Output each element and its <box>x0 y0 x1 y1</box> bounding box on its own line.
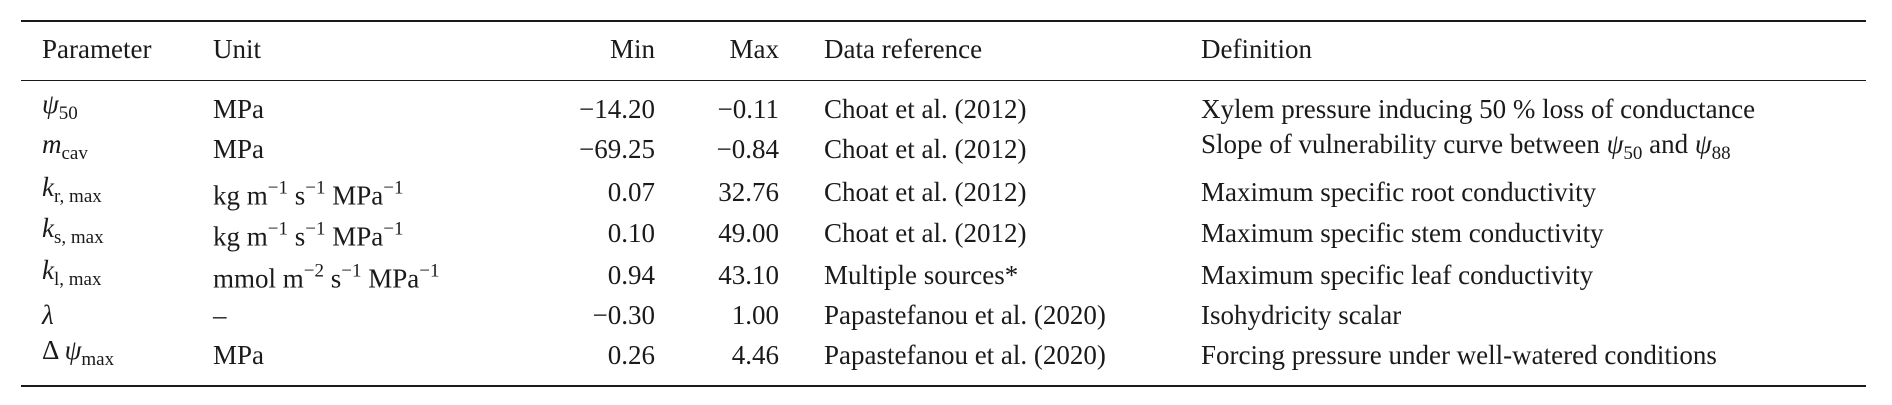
cell-text: l, max <box>53 269 102 290</box>
table-cell: Maximum specific stem conductivity <box>1201 218 1604 248</box>
cell-text: m <box>42 129 62 159</box>
cell-text: −1 <box>383 218 404 240</box>
table-cell: Papastefanou et al. (2020) <box>824 300 1106 330</box>
cell-text: kg m <box>213 221 268 252</box>
table-cell: ks, max <box>42 213 104 253</box>
table-cell: MPa <box>213 340 265 370</box>
cell-text: k <box>42 172 54 202</box>
table-cell: −69.25 <box>579 134 655 164</box>
cell-text: kg m <box>213 180 268 211</box>
header-cell: Max <box>729 34 780 64</box>
table-cell: −14.20 <box>579 94 655 124</box>
table-cell: 4.46 <box>731 340 779 370</box>
top-rule <box>21 20 1866 22</box>
table-cell: Choat et al. (2012) <box>824 94 1027 124</box>
table-cell: ψ50 <box>42 89 78 129</box>
table-cell: 32.76 <box>718 177 779 207</box>
cell-text: MPa <box>361 263 420 294</box>
table-cell: Choat et al. (2012) <box>824 134 1027 164</box>
table-cell: 1.00 <box>731 300 779 330</box>
table-cell: 0.07 <box>607 177 655 207</box>
table-cell: 0.94 <box>607 260 655 290</box>
cell-text: −1 <box>267 218 288 240</box>
table-cell: kg m−1 s−1 MPa−1 <box>213 215 403 252</box>
cell-text: ψ <box>1694 129 1712 159</box>
table-cell: Slope of vulnerability curve between ψ50… <box>1201 129 1731 169</box>
table-cell: Forcing pressure under well-watered cond… <box>1201 340 1717 370</box>
cell-text: k <box>42 213 54 243</box>
table-cell: −0.30 <box>592 300 655 330</box>
table-cell: Multiple sources* <box>824 260 1019 290</box>
table-cell: Choat et al. (2012) <box>824 177 1027 207</box>
header-cell: Parameter <box>42 34 152 64</box>
cell-text: ψ <box>1606 129 1624 159</box>
table-cell: Maximum specific leaf conductivity <box>1201 260 1594 290</box>
table-cell: 43.10 <box>718 260 779 290</box>
cell-text: s <box>287 221 306 252</box>
cell-text: ψ <box>42 89 59 119</box>
cell-text: r, max <box>53 186 102 207</box>
cell-text: s, max <box>53 227 104 248</box>
table-cell: mcav <box>42 129 88 169</box>
header-cell: Data reference <box>824 34 983 64</box>
table-cell: Δ ψmax <box>42 335 114 375</box>
cell-text: 50 <box>1623 143 1643 164</box>
cell-text: −1 <box>267 177 288 199</box>
table-cell: Isohydricity scalar <box>1201 300 1402 330</box>
cell-text: cav <box>61 143 88 164</box>
cell-text: Slope of vulnerability curve between <box>1201 129 1607 159</box>
header-rule <box>21 80 1866 81</box>
table-cell: kl, max <box>42 255 101 295</box>
cell-text: 50 <box>58 103 78 124</box>
table-cell: Maximum specific root conductivity <box>1201 177 1597 207</box>
cell-text: 88 <box>1711 143 1731 164</box>
cell-text: MPa <box>325 221 384 252</box>
cell-text: −1 <box>305 177 326 199</box>
table-cell: – <box>213 300 227 330</box>
header-cell: Definition <box>1201 34 1312 64</box>
cell-text: ψ <box>64 335 82 365</box>
cell-text: −2 <box>303 260 324 282</box>
cell-text: s <box>323 263 342 294</box>
table-cell: kr, max <box>42 172 102 212</box>
cell-text: −1 <box>419 260 440 282</box>
table-cell: MPa <box>213 134 265 164</box>
cell-text: k <box>42 255 54 285</box>
table-cell: Choat et al. (2012) <box>824 218 1027 248</box>
cell-text: Δ <box>42 335 65 365</box>
table-cell: λ <box>42 300 54 330</box>
cell-text: max <box>81 349 115 370</box>
header-cell: Unit <box>213 34 262 64</box>
table-cell: Papastefanou et al. (2020) <box>824 340 1106 370</box>
header-cell: Min <box>609 34 655 64</box>
cell-text: MPa <box>325 180 384 211</box>
table-cell: −0.84 <box>716 134 779 164</box>
table-cell: mmol m−2 s−1 MPa−1 <box>213 257 439 294</box>
cell-text: −1 <box>341 260 362 282</box>
cell-text: λ <box>42 300 54 330</box>
table-cell: 0.26 <box>607 340 655 370</box>
cell-text: and <box>1642 129 1695 159</box>
cell-text: s <box>287 180 306 211</box>
table-cell: −0.11 <box>717 94 779 124</box>
cell-text: −1 <box>383 177 404 199</box>
cell-text: −1 <box>305 218 326 240</box>
table-cell: 49.00 <box>718 218 779 248</box>
table-cell: 0.10 <box>607 218 655 248</box>
table-cell: Xylem pressure inducing 50 % loss of con… <box>1201 94 1756 124</box>
table-cell: MPa <box>213 94 265 124</box>
bottom-rule <box>21 385 1866 387</box>
cell-text: mmol m <box>213 263 304 294</box>
table-cell: kg m−1 s−1 MPa−1 <box>213 174 403 211</box>
